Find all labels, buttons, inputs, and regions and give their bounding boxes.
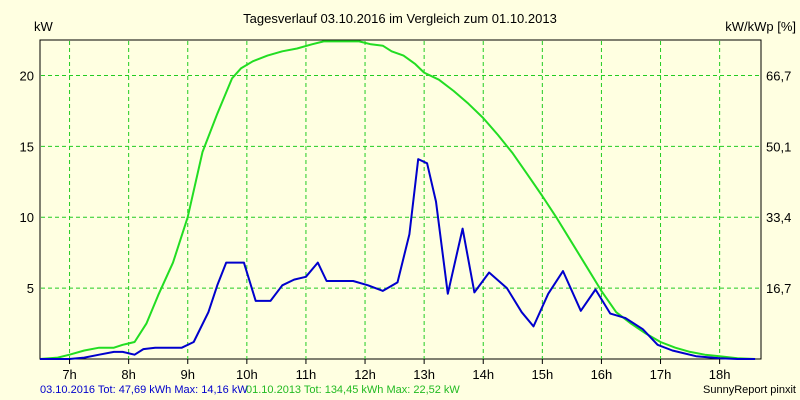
credit-text: SunnyReport pinxit xyxy=(703,384,796,396)
x-axis-ticks: 7h 8h 9h 10h 11h 12h 13h 14h 15h 16h 17h 18h xyxy=(62,359,730,382)
y-axis-right-ticks: 16,7 33,4 50,1 66,7 xyxy=(766,68,791,296)
x-tick-label-3: 10h xyxy=(236,367,258,382)
x-tick-label-7: 14h xyxy=(472,367,494,382)
x-tick-label-2: 9h xyxy=(181,367,195,382)
y-left-tick-label-0: 5 xyxy=(27,281,34,296)
y-axis-right-label: kW/kWp [%] xyxy=(725,19,796,34)
x-tick-label-9: 16h xyxy=(591,367,613,382)
legend-series-2013: 01.10.2013 Tot: 134,45 kWh Max: 22,52 kW xyxy=(246,384,460,396)
y-right-tick-label-0: 16,7 xyxy=(766,281,791,296)
legend-series-2016: 03.10.2016 Tot: 47,69 kWh Max: 14,16 kW xyxy=(40,384,248,396)
y-right-tick-label-2: 50,1 xyxy=(766,139,791,154)
x-tick-label-1: 8h xyxy=(121,367,135,382)
plot-area xyxy=(39,39,762,360)
y-right-tick-label-3: 66,7 xyxy=(766,68,791,83)
y-right-tick-label-1: 33,4 xyxy=(766,210,791,225)
x-tick-label-4: 11h xyxy=(296,367,317,382)
x-tick-label-10: 17h xyxy=(650,367,672,382)
x-tick-label-8: 15h xyxy=(531,367,553,382)
y-left-tick-label-1: 10 xyxy=(20,210,34,225)
y-left-tick-label-3: 20 xyxy=(20,68,34,83)
x-tick-label-11: 18h xyxy=(709,367,731,382)
y-left-tick-label-2: 15 xyxy=(20,139,34,154)
x-tick-label-5: 12h xyxy=(354,367,376,382)
series-line-03.10.2016 xyxy=(40,158,756,360)
chart-title: Tagesverlauf 03.10.2016 im Vergleich zum… xyxy=(243,11,557,26)
y-axis-left-ticks: 5 10 15 20 xyxy=(20,68,34,296)
y-axis-left-label: kW xyxy=(34,19,54,34)
x-tick-label-0: 7h xyxy=(62,367,76,382)
x-tick-label-6: 13h xyxy=(413,367,435,382)
series-lines xyxy=(39,40,756,360)
